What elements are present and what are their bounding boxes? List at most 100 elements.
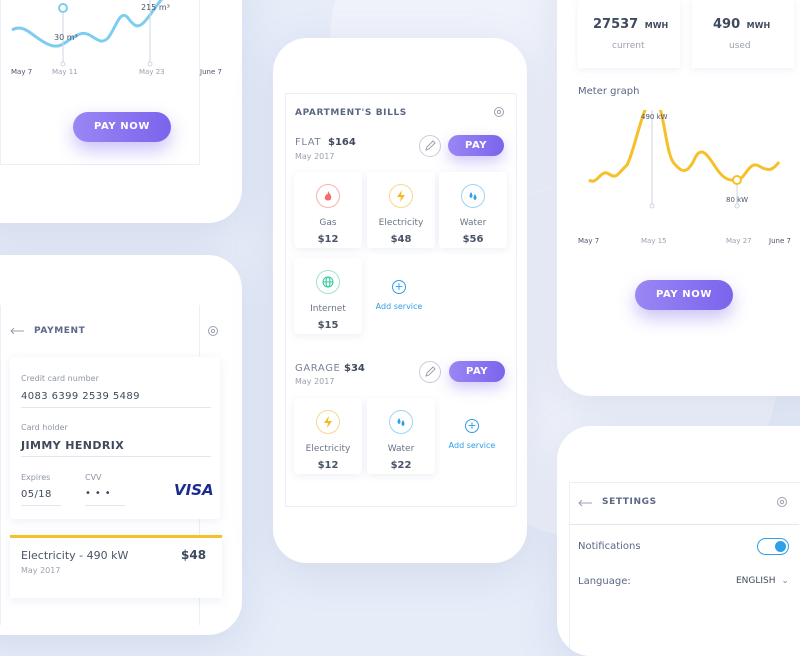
expires-label: Expires	[21, 473, 51, 482]
meter-point-2	[732, 175, 742, 185]
card-number-label: Credit card number	[21, 374, 99, 383]
current-value-unit: MWH	[644, 21, 669, 30]
language-value: ENGLISH	[736, 576, 776, 586]
meter-graph-title: Meter graph	[578, 86, 640, 97]
card-holder-input[interactable]: JIMMY HENDRIX	[21, 439, 125, 452]
apartment-bills-card: APARTMENT'S BILLS FLAT $164 May 2017 PAY…	[273, 38, 527, 563]
pay-garage-button[interactable]: PAY	[449, 361, 505, 382]
pay-flat-button[interactable]: PAY	[448, 135, 504, 156]
service-name: Electricity	[378, 218, 424, 228]
settings-title: SETTINGS	[602, 497, 657, 507]
garage-name: GARAGE	[295, 363, 341, 374]
cvv-input[interactable]: • • •	[85, 488, 112, 499]
water-graph-card: 30 m³ 215 m³ May 7 May 11 May 23 June 7 …	[0, 0, 242, 223]
chevron-down-icon: ⌄	[781, 576, 789, 586]
pencil-icon	[425, 140, 436, 151]
garage-date: May 2017	[295, 377, 335, 386]
globe-icon	[316, 270, 340, 294]
water-x-label-4: June 7	[200, 68, 222, 76]
current-label: current	[612, 41, 645, 51]
payment-card: PAYMENT Credit card number 4083 6399 253…	[0, 255, 242, 635]
service-name: Internet	[310, 304, 346, 314]
meter-point-label-2: 80 kW	[726, 196, 749, 204]
language-select[interactable]: ENGLISH ⌄	[736, 576, 789, 586]
credit-card-form	[10, 357, 220, 519]
plus-icon: +	[465, 419, 479, 433]
water-x-label-1: May 7	[11, 68, 33, 76]
edit-flat-button[interactable]	[419, 135, 441, 157]
card-number-input[interactable]: 4083 6399 2539 5489	[21, 391, 140, 402]
bills-title: APARTMENT'S BILLS	[295, 108, 407, 118]
visa-logo: VISA	[174, 481, 214, 499]
expires-underline	[21, 505, 61, 506]
water-point-label-2: 215 m³	[141, 3, 170, 12]
pencil-icon	[425, 366, 436, 377]
service-price: $12	[317, 234, 339, 245]
water-drops-icon	[389, 410, 413, 434]
service-electricity[interactable]: Electricity $48	[367, 172, 435, 248]
garage-amount: $34	[344, 363, 365, 374]
service-price: $56	[462, 234, 484, 245]
settings-panel	[569, 482, 800, 656]
service-water[interactable]: Water $22	[367, 398, 435, 474]
add-service-label: Add service	[448, 441, 496, 450]
flat-name: FLAT	[295, 137, 322, 148]
notifications-label: Notifications	[578, 541, 641, 552]
notifications-toggle[interactable]	[757, 538, 789, 555]
gear-icon[interactable]	[493, 106, 505, 118]
card-number-underline	[21, 407, 211, 408]
bill-summary-title: Electricity - 490 kW	[21, 549, 129, 562]
service-name: Water	[459, 218, 487, 228]
expires-input[interactable]: 05/18	[21, 489, 52, 500]
service-gas[interactable]: Gas $12	[294, 172, 362, 248]
service-electricity[interactable]: Electricity $12	[294, 398, 362, 474]
water-graph-chart	[11, 0, 164, 67]
back-arrow-icon[interactable]	[10, 327, 24, 335]
water-x-label-3: May 23	[139, 68, 165, 76]
language-label: Language:	[578, 576, 631, 587]
meter-card: 27537 MWH current 490 MWH used Meter gra…	[557, 0, 800, 396]
settings-card: SETTINGS Notifications Language: ENGLISH…	[557, 426, 800, 656]
used-label: used	[729, 41, 751, 51]
service-internet[interactable]: Internet $15	[294, 258, 362, 334]
gear-icon[interactable]	[776, 496, 788, 508]
back-arrow-icon[interactable]	[578, 499, 592, 507]
add-service-label: Add service	[375, 302, 423, 311]
meter-current-box	[578, 0, 680, 68]
bill-summary-date: May 2017	[21, 566, 61, 575]
card-holder-underline	[21, 456, 211, 457]
lightning-icon	[316, 410, 340, 434]
settings-divider	[569, 524, 799, 525]
plus-icon: +	[392, 280, 406, 294]
service-price: $48	[390, 234, 412, 245]
add-service-button[interactable]: + Add service	[365, 280, 433, 311]
gear-icon[interactable]	[207, 325, 219, 337]
lightning-icon	[389, 184, 413, 208]
flat-amount: $164	[328, 137, 356, 148]
service-price: $12	[317, 460, 339, 471]
service-price: $22	[390, 460, 412, 471]
current-value: 27537 MWH	[593, 17, 668, 32]
water-drops-icon	[461, 184, 485, 208]
bill-summary	[10, 535, 222, 598]
add-service-button[interactable]: + Add service	[438, 419, 506, 450]
current-value-number: 27537	[593, 17, 639, 32]
flame-icon	[316, 184, 340, 208]
used-value-unit: MWH	[746, 21, 771, 30]
edit-garage-button[interactable]	[419, 361, 441, 383]
meter-used-box	[692, 0, 794, 68]
payment-title: PAYMENT	[34, 326, 86, 336]
meter-x-label-2: May 15	[641, 237, 667, 245]
used-value: 490 MWH	[713, 17, 770, 32]
meter-x-label-4: June 7	[769, 237, 791, 245]
meter-x-label-1: May 7	[578, 237, 600, 245]
service-name: Water	[387, 444, 415, 454]
bill-summary-amount: $48	[181, 548, 207, 562]
service-water[interactable]: Water $56	[439, 172, 507, 248]
pay-now-button[interactable]: PAY NOW	[73, 112, 171, 142]
cvv-label: CVV	[85, 473, 102, 482]
meter-graph-chart	[588, 110, 781, 209]
service-name: Electricity	[305, 444, 351, 454]
cvv-underline	[85, 505, 125, 506]
pay-now-button[interactable]: PAY NOW	[635, 280, 733, 310]
